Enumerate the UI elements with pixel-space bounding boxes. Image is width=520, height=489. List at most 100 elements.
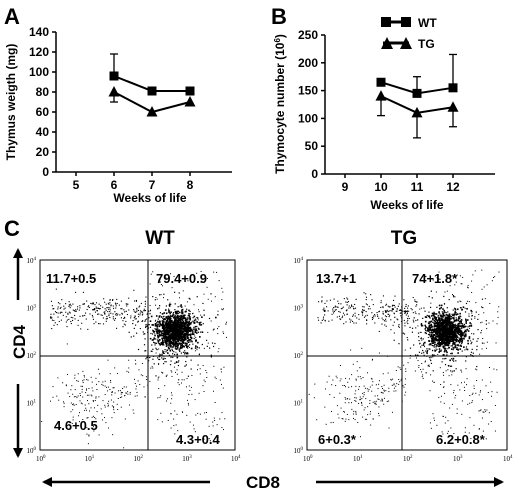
event-dot xyxy=(440,343,442,345)
event-dot xyxy=(109,299,111,301)
event-dot xyxy=(448,317,450,319)
event-dot xyxy=(452,341,455,343)
event-dot xyxy=(89,313,91,315)
event-dot xyxy=(451,328,454,330)
event-dot xyxy=(174,315,176,318)
event-dot xyxy=(188,339,190,342)
event-dot xyxy=(158,315,160,317)
event-dot xyxy=(494,430,496,432)
event-dot xyxy=(150,332,152,335)
event-dot xyxy=(450,321,452,323)
event-dot xyxy=(70,402,72,404)
event-dot xyxy=(390,319,392,321)
event-dot xyxy=(176,348,178,351)
event-dot xyxy=(183,336,185,338)
event-dot xyxy=(163,312,166,314)
event-dot xyxy=(191,374,193,376)
event-dot xyxy=(199,368,201,370)
event-dot xyxy=(152,367,154,369)
event-dot xyxy=(328,375,330,377)
event-dot xyxy=(438,320,440,322)
event-dot xyxy=(325,388,327,390)
event-dot xyxy=(434,349,436,351)
event-dot xyxy=(153,338,155,340)
event-dot xyxy=(447,333,449,335)
event-dot xyxy=(149,337,152,340)
event-dot xyxy=(123,311,126,313)
event-dot xyxy=(459,339,461,341)
a-ytick-label: 80 xyxy=(36,85,50,99)
event-dot xyxy=(190,368,192,370)
event-dot xyxy=(161,341,164,344)
event-dot xyxy=(388,306,390,308)
event-dot xyxy=(321,301,323,303)
event-dot xyxy=(154,330,156,333)
event-dot xyxy=(446,327,448,330)
event-dot xyxy=(468,313,470,315)
event-dot xyxy=(171,314,174,317)
event-dot xyxy=(138,316,140,318)
event-dot xyxy=(141,320,143,323)
event-dot xyxy=(177,382,179,384)
event-dot xyxy=(442,354,445,356)
event-dot xyxy=(155,348,157,350)
event-dot xyxy=(168,316,171,318)
event-dot xyxy=(424,331,427,334)
event-dot xyxy=(209,440,211,442)
event-dot xyxy=(485,438,487,440)
event-dot xyxy=(104,311,106,313)
event-dot xyxy=(154,320,156,322)
event-dot xyxy=(447,348,449,350)
event-dot xyxy=(397,319,399,321)
event-dot xyxy=(189,341,191,343)
event-dot xyxy=(466,378,468,380)
event-dot xyxy=(63,401,65,403)
event-dot xyxy=(192,332,194,334)
event-dot xyxy=(449,365,452,367)
event-dot xyxy=(457,349,460,351)
event-dot xyxy=(145,323,147,326)
event-dot xyxy=(365,299,367,301)
event-dot xyxy=(215,316,217,319)
event-dot xyxy=(62,314,64,316)
event-dot xyxy=(420,307,422,309)
event-dot xyxy=(94,311,96,313)
event-dot xyxy=(447,364,450,367)
event-dot xyxy=(450,340,452,343)
event-dot xyxy=(468,336,471,338)
event-dot xyxy=(170,392,172,394)
event-dot xyxy=(200,321,202,323)
event-dot xyxy=(98,307,100,310)
event-dot xyxy=(423,307,425,309)
event-dot xyxy=(90,376,92,378)
event-dot xyxy=(438,396,440,398)
event-dot xyxy=(430,302,432,304)
event-dot xyxy=(172,332,174,335)
event-dot xyxy=(339,392,341,394)
event-dot xyxy=(454,325,456,327)
event-dot xyxy=(104,301,106,303)
event-dot xyxy=(137,380,139,382)
event-dot xyxy=(57,377,59,379)
event-dot xyxy=(113,412,115,414)
event-dot xyxy=(86,427,88,429)
event-dot xyxy=(465,368,467,370)
event-dot xyxy=(461,342,463,345)
event-dot xyxy=(400,310,403,312)
event-dot xyxy=(175,327,177,329)
event-dot xyxy=(139,328,141,330)
event-dot xyxy=(198,328,200,330)
event-dot xyxy=(50,313,52,315)
event-dot xyxy=(446,351,448,354)
event-dot xyxy=(446,335,449,338)
event-dot xyxy=(98,323,100,325)
b-series-triangle-point xyxy=(447,101,459,112)
event-dot xyxy=(174,330,177,333)
event-dot xyxy=(68,305,70,307)
event-dot xyxy=(165,320,168,322)
event-dot xyxy=(455,314,458,316)
event-dot xyxy=(441,333,443,335)
event-dot xyxy=(476,379,478,381)
event-dot xyxy=(457,333,459,335)
